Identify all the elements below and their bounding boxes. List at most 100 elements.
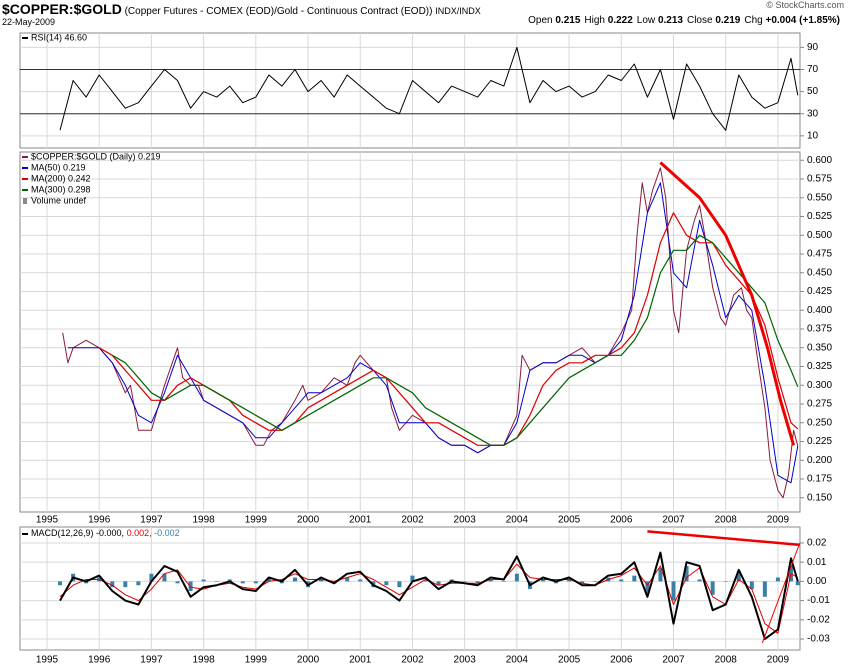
y-tick-label: 0.600 [807,155,832,166]
legend-swatch [22,533,28,535]
x-tick-label: 2007 [662,655,685,666]
legend-swatch [22,178,28,180]
y-tick-label: 0.350 [807,342,832,353]
histogram-bar [136,581,141,586]
x-tick-label: 2001 [349,515,372,526]
legend-swatch [22,37,28,39]
histogram-bar [397,581,402,588]
x-tick-label: 2008 [715,655,738,666]
legend: MACD(12,26,9) -0.000, 0.002, -0.002 [31,528,180,538]
legend-swatch [23,198,27,204]
legend-label: MA(300) 0.298 [31,184,91,194]
x-tick-label: 2007 [662,515,685,526]
legend-label: Volume undef [31,195,87,205]
quote-label: Chg [744,15,763,26]
legend-label: -0.002 [154,528,180,538]
x-tick-label: 2002 [401,515,424,526]
y-tick-label: 30 [807,108,819,119]
trend-line [659,161,796,446]
y-tick-label: 0.175 [807,474,832,485]
y-tick-label: 0.525 [807,211,832,222]
x-tick-label: 2006 [610,515,633,526]
x-tick-label: 2002 [401,655,424,666]
y-tick-label: 0.375 [807,324,832,335]
quote: Open 0.215 High 0.222 Low 0.213 Close 0.219… [528,15,844,26]
y-tick-label: -0.03 [807,634,830,645]
histogram-bar [795,581,800,586]
histogram-bar [423,579,428,582]
quote-label: Close [686,15,713,26]
header-line: $COPPER:$GOLD (Copper Futures - COMEX (E… [2,1,481,17]
x-tick-label: 2005 [558,655,581,666]
histogram-bar [723,581,728,582]
legend-swatch [22,156,28,158]
histogram-bar [436,581,441,586]
x-tick-label: 1999 [245,655,268,666]
x-tick-label: 1997 [140,655,163,666]
y-tick-label: 0.02 [807,538,827,549]
panel-frame [19,151,801,513]
histogram-bar [162,573,167,582]
legend-label: RSI(14) 46.60 [31,32,87,42]
histogram-bar [58,581,63,586]
histogram-bar [501,581,506,582]
quote-label: Low [636,15,656,26]
x-tick-label: 2009 [767,515,790,526]
histogram-bar [384,581,389,586]
x-tick-label: 2000 [297,655,320,666]
trend-line [761,542,800,644]
y-tick-label: 0.00 [807,576,827,587]
histogram-bar [214,581,219,582]
histogram-bar [619,579,624,582]
legend-label: MACD(12,26,9) -0.000, [31,528,124,538]
date: 22-May-2009 [2,17,56,27]
y-tick-label: 0.150 [807,492,832,503]
y-tick-label: 0.250 [807,417,832,428]
series-line [112,234,799,446]
histogram-bar [658,567,663,582]
x-tick-label: 2001 [349,655,372,666]
histogram-bar [514,573,519,582]
histogram-bar [736,571,741,582]
y-tick-label: -0.02 [807,614,830,625]
histogram-bar [253,581,258,584]
x-tick-label: 2008 [715,515,738,526]
y-tick-label: 0.500 [807,230,832,241]
series-line [59,551,799,640]
y-tick-label: 0.425 [807,286,832,297]
x-tick-label: 2004 [506,655,529,666]
y-tick-label: 0.325 [807,361,832,372]
y-tick-label: 0.475 [807,249,832,260]
histogram-bar [462,581,467,582]
quote-value: 0.222 [607,15,633,26]
exchange: INDX/INDX [435,6,481,16]
histogram-bar [188,581,193,591]
x-tick-label: 1999 [245,515,268,526]
legend-label: MA(200) 0.242 [31,173,91,183]
quote-label: Open [528,15,553,26]
y-tick-label: 0.400 [807,305,832,316]
histogram-bar [175,581,180,584]
legend-swatch [22,189,28,191]
x-tick-label: 1997 [140,515,163,526]
y-tick-label: 0.225 [807,436,832,447]
legend-swatch [22,167,28,169]
histogram-bar [762,581,767,597]
histogram-bar [475,581,480,584]
legend-label: MA(50) 0.219 [31,162,86,172]
y-tick-label: 0.275 [807,399,832,410]
plot-area [59,46,799,131]
source: © StockCharts.com [766,0,844,10]
y-tick-label: 0.300 [807,380,832,391]
legend-label: 0.002, [127,528,152,538]
x-tick-label: 2003 [454,655,477,666]
histogram-bar [540,579,545,582]
histogram-bar [266,577,271,582]
x-tick-label: 2006 [610,655,633,666]
histogram-bar [632,575,637,582]
x-tick-label: 1995 [36,515,59,526]
histogram-bar [567,579,572,582]
y-tick-label: 0.450 [807,267,832,278]
x-tick-label: 1996 [88,515,111,526]
